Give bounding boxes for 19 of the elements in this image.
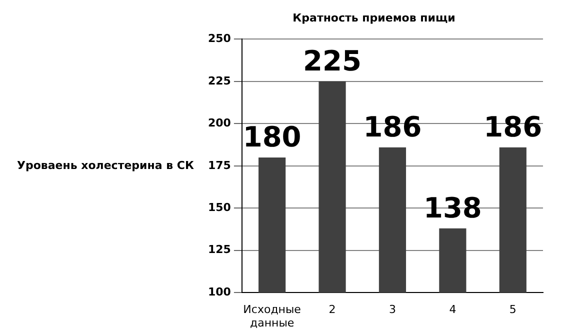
x-tick-label: 5 [509, 303, 516, 316]
y-tick-label: 125 [208, 243, 231, 256]
x-tick-label: 3 [388, 303, 396, 316]
x-tick-label: 4 [449, 303, 456, 316]
data-label: 186 [484, 110, 542, 144]
y-axis-title: Уроваень холестерина в СК [16, 158, 194, 172]
x-tick-label: Исходные данные [243, 303, 302, 330]
y-tick-label: 100 [208, 285, 232, 298]
data-label: 186 [363, 110, 422, 144]
y-tick-label: 150 [208, 200, 232, 214]
x-tick-label: 2 [328, 303, 336, 316]
y-tick-label: 225 [208, 74, 231, 88]
y-tick-label: 175 [208, 158, 231, 172]
y-tick-label: 250 [208, 32, 232, 46]
y-tick-label: 200 [208, 116, 232, 130]
chart-title: Кратность приемов пищи [292, 11, 456, 24]
data-label: 138 [423, 192, 482, 225]
data-label: 180 [242, 120, 302, 154]
data-label: 225 [303, 44, 362, 78]
